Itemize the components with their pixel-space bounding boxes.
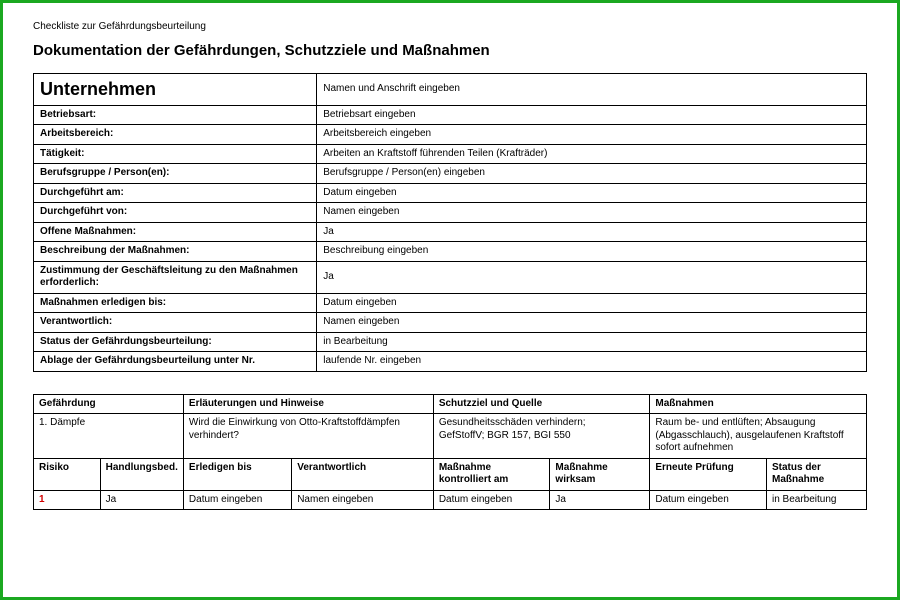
hazard-data-row-2: 1 Ja Datum eingeben Namen eingeben Datum… (34, 490, 867, 510)
info-label: Ablage der Gefährdungsbeurteilung unter … (34, 352, 317, 372)
info-value: Ja (317, 222, 867, 242)
info-value: Arbeiten an Kraftstoff führenden Teilen … (317, 144, 867, 164)
col-notes: Erläuterungen und Hinweise (183, 394, 433, 414)
info-label: Verantwortlich: (34, 313, 317, 333)
info-row: Maßnahmen erledigen bis:Datum eingeben (34, 293, 867, 313)
col-goal: Schutzziel und Quelle (433, 394, 650, 414)
cell-measures: Raum be- und entlüften; Absaugung (Abgas… (650, 414, 867, 459)
info-row: Betriebsart:Betriebsart eingeben (34, 105, 867, 125)
info-value: Betriebsart eingeben (317, 105, 867, 125)
info-label: Durchgeführt am: (34, 183, 317, 203)
cell-risk: 1 (34, 490, 101, 510)
info-value: Arbeitsbereich eingeben (317, 125, 867, 145)
document-frame: Checkliste zur Gefährdungsbeurteilung Do… (0, 0, 900, 600)
col-due: Erledigen bis (183, 458, 291, 490)
info-value: Namen eingeben (317, 313, 867, 333)
hazard-header-row-2: Risiko Handlungsbed. Erledigen bis Veran… (34, 458, 867, 490)
info-value: Datum eingeben (317, 183, 867, 203)
info-label: Unternehmen (34, 74, 317, 106)
info-row: Status der Gefährdungsbeurteilung:in Bea… (34, 332, 867, 352)
info-row: Beschreibung der Maßnahmen:Beschreibung … (34, 242, 867, 262)
info-label: Berufsgruppe / Person(en): (34, 164, 317, 184)
cell-action: Ja (100, 490, 183, 510)
info-row: Durchgeführt am:Datum eingeben (34, 183, 867, 203)
page-title: Dokumentation der Gefährdungen, Schutzzi… (33, 42, 867, 59)
info-table: UnternehmenNamen und Anschrift eingebenB… (33, 73, 867, 372)
info-row: Offene Maßnahmen:Ja (34, 222, 867, 242)
info-label: Durchgeführt von: (34, 203, 317, 223)
hazard-table: Gefährdung Erläuterungen und Hinweise Sc… (33, 394, 867, 511)
info-label: Beschreibung der Maßnahmen: (34, 242, 317, 262)
col-controlled: Maßnahme kontrolliert am (433, 458, 550, 490)
col-status: Status der Maßnahme (766, 458, 866, 490)
col-action: Handlungsbed. (100, 458, 183, 490)
info-row: Tätigkeit:Arbeiten an Kraftstoff führend… (34, 144, 867, 164)
col-resp: Verantwortlich (292, 458, 434, 490)
info-label: Betriebsart: (34, 105, 317, 125)
info-value: in Bearbeitung (317, 332, 867, 352)
cell-recheck: Datum eingeben (650, 490, 767, 510)
cell-status: in Bearbeitung (766, 490, 866, 510)
info-label: Offene Maßnahmen: (34, 222, 317, 242)
cell-notes: Wird die Einwirkung von Otto-Kraftstoffd… (183, 414, 433, 459)
info-label: Zustimmung der Geschäftsleitung zu den M… (34, 261, 317, 293)
info-label: Tätigkeit: (34, 144, 317, 164)
info-value: laufende Nr. eingeben (317, 352, 867, 372)
cell-goal: Gesundheitsschäden verhindern; GefStoffV… (433, 414, 650, 459)
cell-hazard: 1. Dämpfe (34, 414, 184, 459)
col-hazard: Gefährdung (34, 394, 184, 414)
info-row: Durchgeführt von:Namen eingeben (34, 203, 867, 223)
info-row: UnternehmenNamen und Anschrift eingeben (34, 74, 867, 106)
page-subtitle: Checkliste zur Gefährdungsbeurteilung (33, 21, 867, 32)
cell-due: Datum eingeben (183, 490, 291, 510)
hazard-data-row-1: 1. Dämpfe Wird die Einwirkung von Otto-K… (34, 414, 867, 459)
info-value: Ja (317, 261, 867, 293)
col-measures: Maßnahmen (650, 394, 867, 414)
col-effective: Maßnahme wirksam (550, 458, 650, 490)
col-recheck: Erneute Prüfung (650, 458, 767, 490)
hazard-header-row-1: Gefährdung Erläuterungen und Hinweise Sc… (34, 394, 867, 414)
info-value: Namen und Anschrift eingeben (317, 74, 867, 106)
info-value: Beschreibung eingeben (317, 242, 867, 262)
info-row: Ablage der Gefährdungsbeurteilung unter … (34, 352, 867, 372)
info-row: Verantwortlich:Namen eingeben (34, 313, 867, 333)
cell-controlled: Datum eingeben (433, 490, 550, 510)
info-value: Datum eingeben (317, 293, 867, 313)
info-label: Maßnahmen erledigen bis: (34, 293, 317, 313)
info-row: Berufsgruppe / Person(en):Berufsgruppe /… (34, 164, 867, 184)
info-value: Berufsgruppe / Person(en) eingeben (317, 164, 867, 184)
spacer (33, 372, 867, 394)
col-risk: Risiko (34, 458, 101, 490)
info-label: Status der Gefährdungsbeurteilung: (34, 332, 317, 352)
info-row: Zustimmung der Geschäftsleitung zu den M… (34, 261, 867, 293)
cell-resp: Namen eingeben (292, 490, 434, 510)
info-row: Arbeitsbereich:Arbeitsbereich eingeben (34, 125, 867, 145)
cell-effective: Ja (550, 490, 650, 510)
info-label: Arbeitsbereich: (34, 125, 317, 145)
info-value: Namen eingeben (317, 203, 867, 223)
